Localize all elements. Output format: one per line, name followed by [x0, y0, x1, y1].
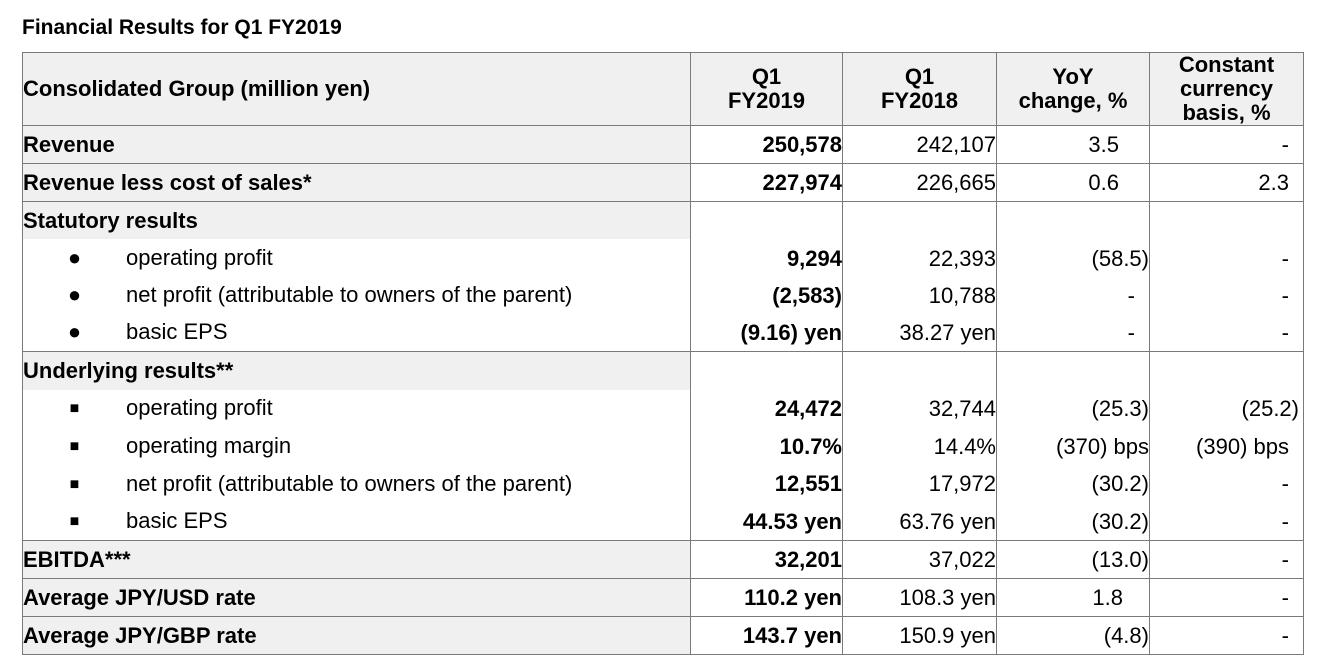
cell-yoy: 3.5	[996, 125, 1150, 164]
cell-q1-fy2019: 110.2 yen	[690, 578, 843, 617]
header-q1-fy2019: Q1 FY2019	[690, 52, 843, 126]
list-item: ● basic EPS	[22, 313, 1304, 352]
row-label: Average JPY/USD rate	[22, 578, 691, 617]
page-title: Financial Results for Q1 FY2019	[22, 16, 342, 39]
list-item: ■ operating margin	[22, 427, 1304, 465]
statutory-item: ● operating profit	[22, 239, 691, 277]
underlying-item: ■ basic EPS	[22, 502, 691, 542]
header-yoy-change: YoY change, %	[996, 52, 1150, 126]
list-item: ■ operating profit	[22, 389, 1304, 428]
cell-yoy-statutory: (58.5) - -	[996, 201, 1150, 352]
underlying-item: ■ net profit (attributable to owners of t…	[22, 464, 691, 503]
header-row: Consolidated Group (million yen) Q1 FY20…	[22, 52, 1304, 126]
cell-q1-fy2019: 250,578	[690, 125, 843, 164]
cell-ccy: -	[1149, 540, 1304, 579]
row-label: Revenue	[22, 125, 691, 164]
bullet-icon: ■	[69, 475, 80, 493]
list-item: ■ net profit (attributable to owners of t…	[22, 464, 1304, 503]
row-label: Average JPY/GBP rate	[22, 616, 691, 655]
cell-q1-fy2018: 37,022	[842, 540, 997, 579]
cell-q1-fy2018: 150.9 yen	[842, 616, 997, 655]
underlying-item: ■ operating margin	[22, 427, 691, 465]
financial-results-table: Consolidated Group (million yen) Q1 FY20…	[22, 52, 1304, 655]
list-item: ● net profit (attributable to owners of t…	[22, 276, 1304, 314]
cell-q1-fy2019-underlying: 24,472 10.7% 12,551 44.53 yen	[690, 351, 843, 541]
cell-q1-fy2018: 108.3 yen	[842, 578, 997, 617]
table-row: Underlying results** 24,472 10.7% 12,551…	[22, 350, 1304, 541]
cell-ccy: -	[1149, 125, 1304, 164]
cell-ccy: 2.3	[1149, 163, 1304, 202]
table-row: Average JPY/GBP rate 143.7 yen 150.9 yen…	[22, 616, 1304, 655]
cell-q1-fy2018-underlying: 32,744 14.4% 17,972 63.76 yen	[842, 351, 997, 541]
row-label: EBITDA***	[22, 540, 691, 579]
bullet-icon: ■	[69, 400, 80, 418]
cell-q1-fy2019: 32,201	[690, 540, 843, 579]
cell-ccy-statutory: - - -	[1149, 201, 1304, 352]
table-row: EBITDA*** 32,201 37,022 (13.0) -	[22, 540, 1304, 579]
bullet-icon: ■	[69, 513, 80, 531]
list-item: ● operating profit	[22, 239, 1304, 277]
bullet-icon: ●	[67, 319, 82, 345]
cell-ccy: -	[1149, 616, 1304, 655]
table-row: Revenue less cost of sales* 227,974 226,…	[22, 163, 1304, 202]
statutory-item: ● net profit (attributable to owners of t…	[22, 276, 691, 314]
cell-yoy: 0.6	[996, 163, 1150, 202]
cell-q1-fy2019: 227,974	[690, 163, 843, 202]
cell-q1-fy2019-statutory: 9,294 (2,583) (9.16) yen	[690, 201, 843, 352]
header-constant-currency: Constant currency basis, %	[1149, 52, 1304, 126]
cell-q1-fy2019: 143.7 yen	[690, 616, 843, 655]
section-heading-underlying: Underlying results**	[22, 350, 691, 390]
underlying-item: ■ operating profit	[22, 389, 691, 428]
header-q1-fy2018: Q1 FY2018	[842, 52, 997, 126]
header-label: Consolidated Group (million yen)	[22, 52, 691, 126]
cell-q1-fy2018-statutory: 22,393 10,788 38.27 yen	[842, 201, 997, 352]
cell-ccy-underlying: (25.2) (390) bps - -	[1149, 351, 1304, 541]
cell-q1-fy2018: 226,665	[842, 163, 997, 202]
section-heading-statutory: Statutory results	[22, 201, 691, 240]
statutory-item: ● basic EPS	[22, 313, 691, 352]
bullet-icon: ●	[67, 282, 82, 308]
list-item: ■ basic EPS	[22, 502, 1304, 542]
bullet-icon: ■	[69, 437, 80, 455]
table-row: Statutory results 9,294 (2,583) (9.16) y…	[22, 201, 1304, 352]
row-label: Revenue less cost of sales*	[22, 163, 691, 202]
cell-yoy: (13.0)	[996, 540, 1150, 579]
cell-yoy: 1.8	[996, 578, 1150, 617]
bullet-icon: ●	[67, 244, 82, 270]
cell-yoy-underlying: (25.3) (370) bps (30.2) (30.2)	[996, 351, 1150, 541]
table-row: Revenue 250,578 242,107 3.5 -	[22, 125, 1304, 164]
table-row: Average JPY/USD rate 110.2 yen 108.3 yen…	[22, 578, 1304, 617]
cell-ccy: -	[1149, 578, 1304, 617]
cell-q1-fy2018: 242,107	[842, 125, 997, 164]
cell-yoy: (4.8)	[996, 616, 1150, 655]
